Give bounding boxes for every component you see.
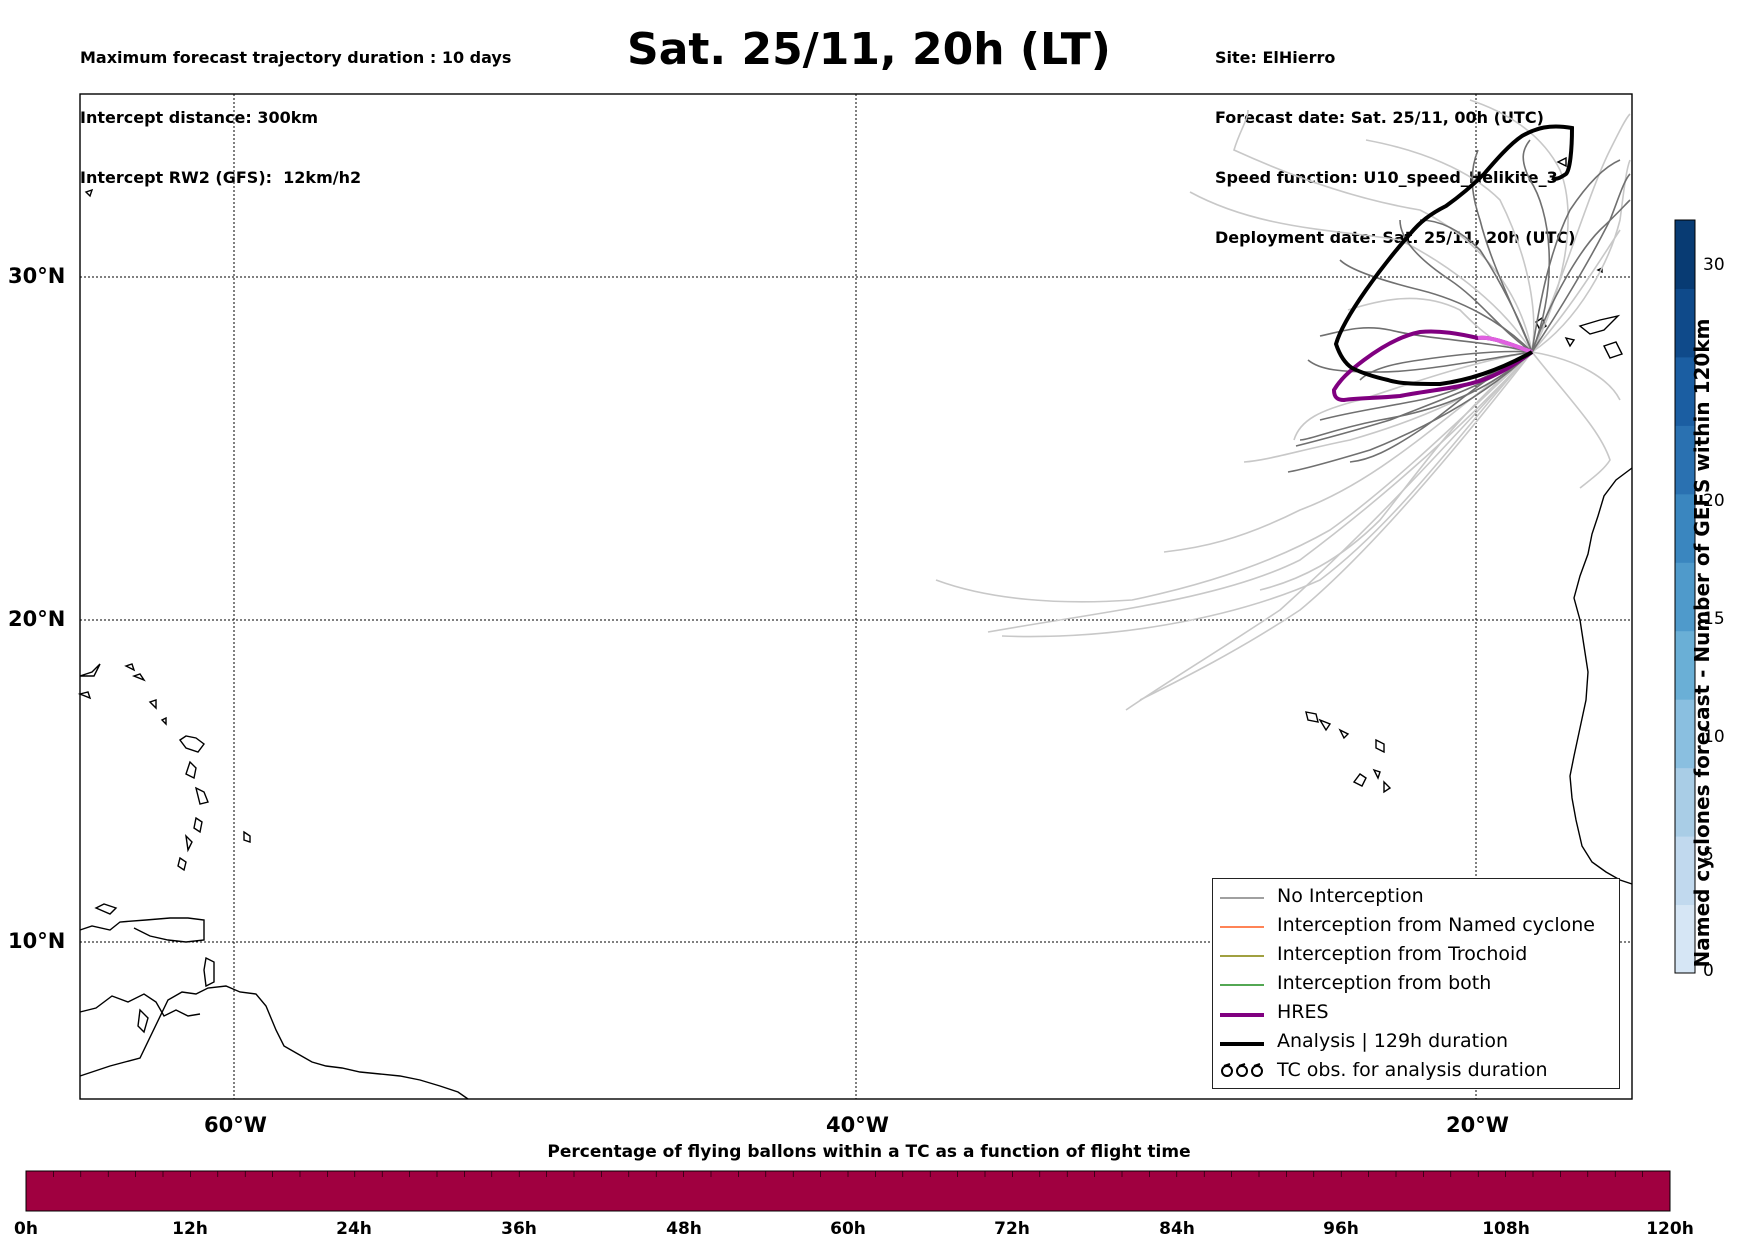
hbar-tick: 48h: [666, 1219, 702, 1239]
legend-item-both: Interception from both: [1213, 969, 1619, 997]
colorbar-band: [1675, 904, 1695, 974]
header-line: Maximum forecast trajectory duration : 1…: [80, 48, 512, 67]
legend-label: Interception from Named cyclone: [1277, 914, 1595, 936]
header-line: Forecast date: Sat. 25/11, 00h (UTC): [1215, 108, 1544, 127]
main-title: Sat. 25/11, 20h (LT): [627, 24, 1111, 75]
ensemble-trajectories-light: [935, 99, 1631, 711]
colorbar-tick: 10: [1703, 727, 1725, 747]
colorbar-tick: 0: [1703, 961, 1714, 981]
lon-label-20w: 20°W: [1446, 1113, 1509, 1137]
hbar-tick: 84h: [1159, 1219, 1195, 1239]
map-frame: [79, 93, 1633, 1100]
colorbar-tick: 15: [1703, 609, 1725, 629]
legend-label: HRES: [1277, 1001, 1329, 1023]
hbar-tick: 96h: [1323, 1219, 1359, 1239]
legend-item-trochoid: Interception from Trochoid: [1213, 940, 1619, 968]
legend-item-tc-obs: TC obs. for analysis duration: [1213, 1056, 1619, 1084]
tc-obs-icon: [1221, 1063, 1263, 1077]
hbar-tick: 108h: [1482, 1219, 1530, 1239]
lat-label-10n: 10°N: [8, 929, 66, 953]
legend-swatch: [1220, 1042, 1264, 1046]
hbar-tick: 120h: [1646, 1219, 1694, 1239]
legend-item-no-interception: No Interception: [1213, 882, 1619, 910]
legend-label: TC obs. for analysis duration: [1277, 1059, 1548, 1081]
coastlines: [77, 156, 1633, 1100]
colorbar-border: [1674, 219, 1696, 974]
flight-time-bar-fill: [25, 1170, 1671, 1212]
legend-swatch: [1220, 897, 1264, 899]
colorbar-band: [1675, 288, 1695, 358]
lat-label-30n: 30°N: [8, 264, 66, 288]
lon-label-60w: 60°W: [204, 1113, 267, 1137]
header-info-left: Maximum forecast trajectory duration : 1…: [80, 8, 511, 208]
flight-time-bar: [25, 1170, 1671, 1212]
colorbar-band: [1675, 767, 1695, 837]
colorbar-label: Named cyclones forecast - Number of GEFS…: [1690, 318, 1714, 968]
legend-item-analysis: Analysis | 129h duration: [1213, 1027, 1619, 1055]
legend-item-hres: HRES: [1213, 998, 1619, 1026]
legend-item-named-cyclone: Interception from Named cyclone: [1213, 911, 1619, 939]
legend-swatch: [1220, 926, 1264, 928]
legend-swatch: [1220, 984, 1264, 986]
colorbar-tick: 30: [1703, 255, 1725, 275]
colorbar-band: [1675, 836, 1695, 906]
cyclone-colorbar: [1674, 219, 1696, 974]
hbar-tick: 36h: [501, 1219, 537, 1239]
colorbar-band: [1675, 699, 1695, 769]
colorbar-tick: 5: [1703, 845, 1714, 865]
colorbar-band: [1675, 220, 1695, 289]
colorbar-band: [1675, 630, 1695, 700]
ensemble-trajectories-no-interception: [1287, 139, 1631, 473]
legend-swatch: [1220, 955, 1264, 957]
legend-label: No Interception: [1277, 885, 1424, 907]
colorbar-band: [1675, 425, 1695, 495]
hres-trajectory: [1331, 329, 1534, 403]
hbar-tick: 0h: [14, 1219, 38, 1239]
colorbar-band: [1675, 493, 1695, 563]
hbar-tick: 12h: [172, 1219, 208, 1239]
legend-label: Interception from Trochoid: [1277, 943, 1528, 965]
hbar-tick: 60h: [830, 1219, 866, 1239]
colorbar-tick: 20: [1703, 491, 1725, 511]
colorbar-band: [1675, 356, 1695, 426]
legend-swatch: [1220, 1013, 1264, 1017]
header-line: Intercept distance: 300km: [80, 108, 319, 127]
analysis-trajectory: [1333, 124, 1575, 387]
header-line: Intercept RW2 (GFS): 12km/h2: [80, 168, 362, 187]
hbar-tick: 72h: [994, 1219, 1030, 1239]
legend-label: Analysis | 129h duration: [1277, 1030, 1509, 1052]
header-line: Site: ElHierro: [1215, 48, 1336, 67]
lon-label-40w: 40°W: [826, 1113, 889, 1137]
legend-label: Interception from both: [1277, 972, 1492, 994]
colorbar-band: [1675, 562, 1695, 632]
hbar-tick: 24h: [336, 1219, 372, 1239]
lat-label-20n: 20°N: [8, 607, 66, 631]
flight-time-bar-title: Percentage of flying ballons within a TC…: [547, 1142, 1191, 1162]
map-legend: No Interception Interception from Named …: [1212, 878, 1620, 1089]
header-info-right: Site: ElHierro Forecast date: Sat. 25/11…: [1215, 8, 1575, 268]
header-line: Speed function: U10_speed_Helikite_3: [1215, 168, 1558, 187]
